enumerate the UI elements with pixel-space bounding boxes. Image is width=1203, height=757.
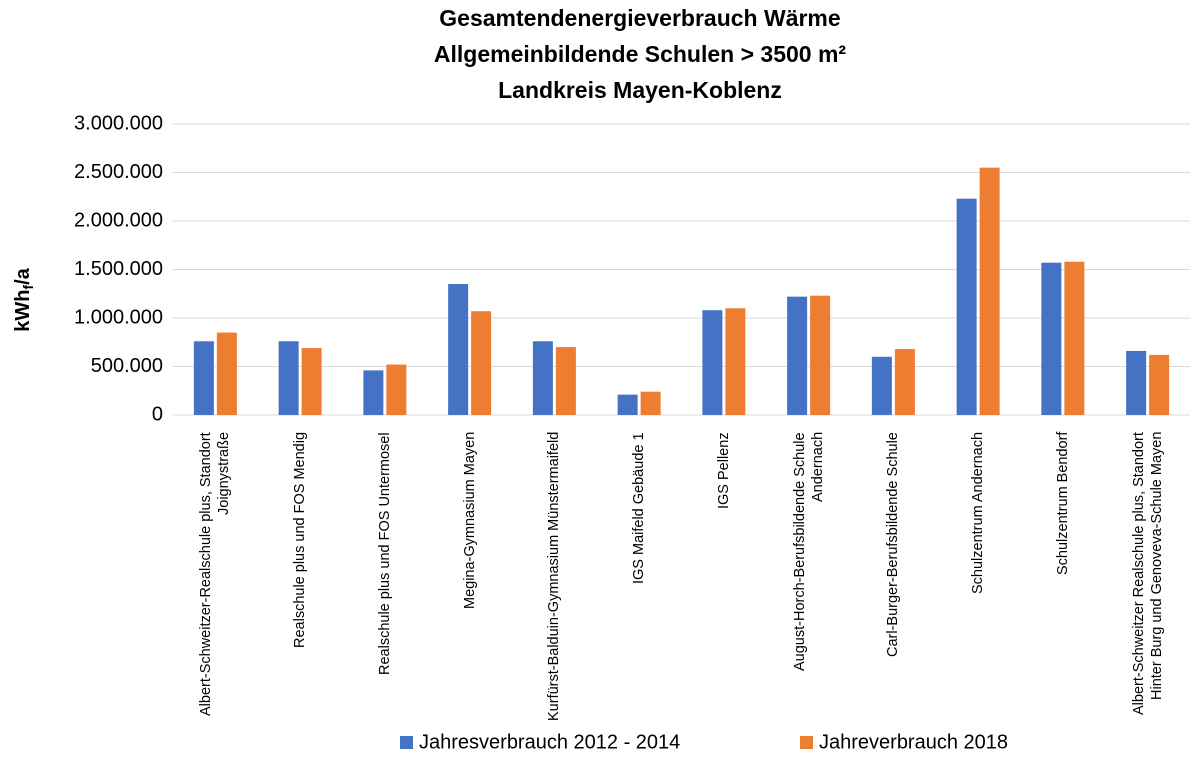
bar: [871, 356, 892, 415]
y-tick-label: 1.000.000: [74, 306, 163, 328]
y-tick-label: 1.500.000: [74, 258, 163, 280]
y-label-part: kWh: [12, 290, 34, 332]
bar: [363, 370, 384, 415]
bar: [301, 348, 322, 415]
x-tick-label: Albert-Schweitzer-Realschule plus, Stand…: [198, 432, 233, 716]
bar: [216, 332, 237, 415]
bar: [956, 198, 977, 415]
chart-title: Landkreis Mayen-Koblenz: [498, 77, 782, 103]
y-label-part: /a: [12, 267, 34, 285]
bar: [894, 349, 915, 415]
legend-swatch: [800, 736, 813, 749]
y-axis-label: kWhf/a: [12, 267, 35, 331]
bar: [471, 311, 492, 415]
y-tick-label: 3.000.000: [74, 112, 163, 134]
bar: [979, 167, 1000, 415]
bar: [640, 391, 661, 415]
bar: [532, 341, 553, 415]
bar: [1149, 354, 1170, 415]
bar: [555, 347, 576, 415]
x-tick-label: Kurfürst-Balduin-Gymnasium Münstermaifel…: [546, 432, 563, 722]
x-tick-label: Realschule plus und FOS Untermosel: [376, 432, 393, 675]
bar: [448, 284, 469, 415]
chart-title: Allgemeinbildende Schulen > 3500 m²: [434, 41, 847, 67]
bar: [702, 310, 723, 415]
y-tick-label: 2.500.000: [74, 161, 163, 183]
bar: [278, 341, 299, 415]
x-tick-label: Albert-Schweitzer Realschule plus, Stand…: [1130, 432, 1165, 715]
y-tick-label: 500.000: [91, 355, 163, 377]
y-tick-label: 2.000.000: [74, 209, 163, 231]
x-tick-label: Carl-Burger-Berufsbildende Schule: [885, 432, 902, 657]
legend-swatch: [400, 736, 413, 749]
bar: [617, 394, 638, 415]
bar: [787, 296, 808, 415]
legend-label: Jahreverbrauch 2018: [819, 731, 1008, 753]
bar: [386, 364, 407, 415]
x-tick-label: Realschule plus und FOS Mendig: [292, 432, 309, 649]
x-tick-label: Schulzentrum Bendorf: [1054, 432, 1071, 576]
legend-label: Jahresverbrauch 2012 - 2014: [419, 731, 680, 753]
bar: [1126, 350, 1147, 415]
bar: [1041, 262, 1062, 415]
x-tick-label: IGS Pellenz: [715, 432, 732, 509]
x-tick-label: Schulzentrum Andernach: [970, 432, 987, 595]
bar: [810, 295, 831, 415]
y-label-part: f: [20, 285, 36, 290]
y-tick-label: 0: [152, 403, 163, 425]
x-tick-label: Megina-Gymnasium Mayen: [461, 432, 478, 610]
bar: [1064, 261, 1085, 415]
bar: [725, 308, 746, 415]
x-tick-label: August-Horch-Berufsbildende Schule Ander…: [791, 432, 826, 671]
x-tick-label: IGS Maifeld Gebäude 1: [631, 432, 648, 584]
bar: [193, 341, 214, 415]
chart-title: Gesamtendenergieverbrauch Wärme: [439, 5, 840, 31]
